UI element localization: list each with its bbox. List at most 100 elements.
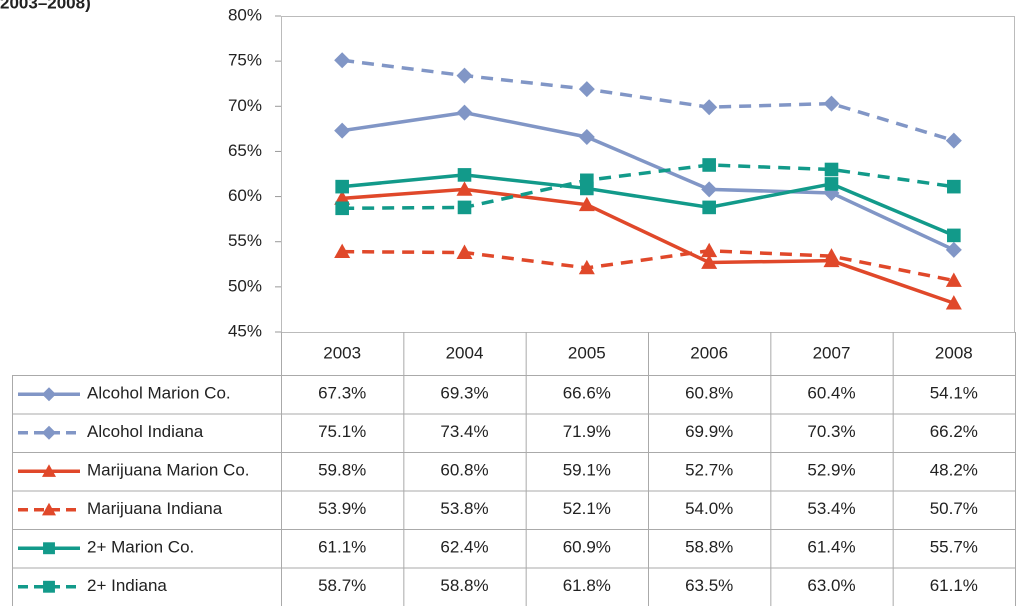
series-line [341, 173, 955, 238]
marker [334, 52, 351, 69]
legend-label: Marijuana Marion Co. [87, 461, 250, 480]
y-tick-label: 50% [228, 276, 262, 295]
marker [823, 95, 840, 112]
y-tick-label: 65% [228, 141, 262, 160]
marker [42, 425, 56, 440]
series-line [342, 187, 955, 305]
marker [701, 254, 718, 269]
marker [945, 241, 962, 258]
marker [701, 99, 718, 116]
marker [945, 272, 962, 287]
y-tick-label: 60% [228, 186, 262, 205]
data-label: 59.1% [563, 461, 611, 480]
data-label: 61.8% [563, 576, 611, 595]
x-tick-label: 2007 [813, 343, 851, 362]
data-label: 53.8% [440, 499, 488, 518]
data-label: 70.3% [807, 422, 855, 441]
data-label: 61.1% [930, 576, 978, 595]
data-label: 69.9% [685, 422, 733, 441]
x-tick-label: 2004 [446, 343, 484, 362]
marker [824, 162, 839, 177]
data-label: 60.8% [440, 461, 488, 480]
data-label: 48.2% [930, 461, 978, 480]
marker [456, 104, 473, 121]
data-label: 73.4% [440, 422, 488, 441]
data-label: 54.0% [685, 499, 733, 518]
x-tick-label: 2006 [690, 343, 728, 362]
marker [580, 173, 594, 188]
data-label: 75.1% [318, 422, 366, 441]
series-line [341, 110, 955, 252]
marker [456, 181, 473, 196]
data-label: 62.4% [440, 538, 488, 557]
data-label: 60.8% [685, 384, 733, 403]
y-tick-label: 55% [228, 231, 262, 250]
marker [701, 242, 718, 258]
marker [335, 179, 349, 194]
marker [42, 387, 56, 402]
data-label: 59.8% [318, 461, 366, 480]
marker [578, 81, 595, 98]
series-line [341, 58, 955, 143]
marker [335, 201, 349, 216]
marker [456, 67, 473, 84]
marker [42, 502, 56, 516]
data-label: 60.9% [563, 538, 611, 557]
data-label: 63.0% [807, 576, 855, 595]
data-label: 67.3% [318, 384, 366, 403]
data-label: 58.7% [318, 576, 366, 595]
marker [701, 181, 718, 198]
marker [456, 244, 473, 259]
data-label: 52.1% [563, 499, 611, 518]
marker [578, 128, 595, 145]
marker [578, 196, 595, 212]
marker [947, 228, 961, 243]
marker [334, 122, 351, 139]
series-line [342, 163, 955, 211]
legend-label: Alcohol Indiana [87, 422, 204, 441]
x-tick-label: 2005 [568, 343, 606, 362]
marker [42, 464, 56, 477]
legend-label: Alcohol Marion Co. [87, 384, 231, 403]
data-label: 50.7% [930, 499, 978, 518]
legend-label: 2+ Indiana [87, 576, 167, 595]
data-label: 61.4% [807, 538, 855, 557]
data-label: 52.9% [807, 461, 855, 480]
chart-title: 2003–2008) [0, 0, 91, 12]
y-tick-label: 75% [228, 51, 262, 70]
marker [702, 158, 716, 172]
data-label: 55.7% [930, 538, 978, 557]
marker [457, 168, 472, 182]
marker [945, 295, 962, 310]
marker [824, 177, 839, 191]
marker [945, 132, 962, 149]
marker [43, 580, 55, 593]
marker [334, 243, 351, 259]
data-label: 60.4% [807, 384, 855, 403]
data-label: 53.9% [318, 499, 366, 518]
marker [947, 179, 961, 194]
data-label: 53.4% [807, 499, 855, 518]
marker [334, 190, 351, 205]
data-label: 54.1% [930, 384, 978, 403]
series-line [342, 248, 955, 283]
data-label: 58.8% [685, 538, 733, 557]
data-label: 66.2% [930, 422, 978, 441]
data-label: 71.9% [563, 422, 611, 441]
marker [43, 542, 55, 555]
data-label: 63.5% [685, 576, 733, 595]
x-tick-label: 2003 [323, 343, 361, 362]
y-tick-label: 45% [228, 321, 262, 340]
data-label: 52.7% [685, 461, 733, 480]
y-tick-label: 70% [228, 96, 262, 115]
data-label: 66.6% [563, 384, 611, 403]
marker [578, 259, 595, 275]
marker [702, 200, 716, 215]
x-tick-label: 2008 [935, 343, 973, 362]
data-label: 58.8% [440, 576, 488, 595]
marker [457, 200, 472, 215]
y-tick-label: 80% [228, 5, 262, 24]
data-label: 69.3% [440, 384, 488, 403]
data-label: 61.1% [318, 538, 366, 557]
